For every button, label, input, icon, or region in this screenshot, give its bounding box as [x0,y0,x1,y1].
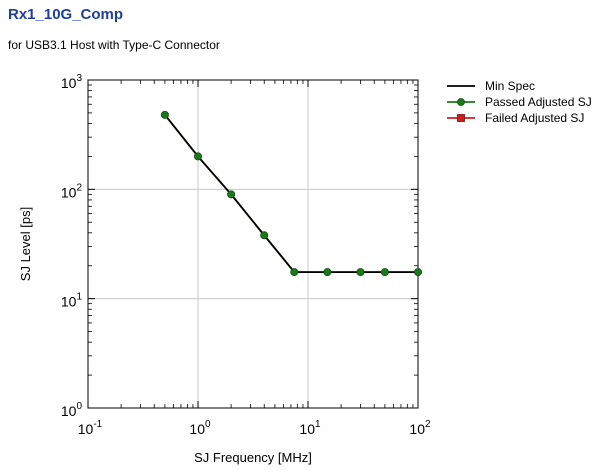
legend-item-passed: Passed Adjusted SJ [445,94,592,110]
series-passed-point [160,110,169,119]
series-passed-point [380,268,389,277]
plot-frame [87,79,419,409]
series-passed-point [290,268,299,277]
chart-legend: Min Spec Passed Adjusted SJ Failed Adjus… [445,78,592,126]
legend-swatch-min-spec [447,85,475,87]
legend-label-passed: Passed Adjusted SJ [485,95,592,109]
series-passed-point [227,190,236,199]
x-tick-label: 101 [299,419,321,437]
x-tick-label: 102 [409,419,431,437]
series-passed-point [413,268,422,277]
chart-title: Rx1_10G_Comp [8,6,124,23]
legend-item-failed: Failed Adjusted SJ [445,110,592,126]
x-tick-label: 10-1 [78,419,103,437]
legend-item-min-spec: Min Spec [445,78,592,94]
x-tick-label: 100 [189,419,211,437]
y-tick-label: 100 [61,401,83,419]
legend-label-failed: Failed Adjusted SJ [485,111,585,125]
series-passed-line [164,114,418,273]
x-axis-label: SJ Frequency [MHz] [194,450,312,465]
chart-subtitle: for USB3.1 Host with Type-C Connector [8,38,220,52]
legend-swatch-failed [447,114,475,122]
y-tick-label: 103 [61,73,83,91]
series-passed-point [323,268,332,277]
y-axis-label: SJ Level [ps] [18,207,33,281]
series-passed-point [260,231,269,240]
y-tick-label: 101 [61,292,83,310]
series-passed-point [356,268,365,277]
y-tick-label: 102 [61,182,83,200]
legend-label-min-spec: Min Spec [485,79,536,93]
series-passed-point [193,152,202,161]
series-min-spec-line [164,114,418,273]
legend-swatch-passed [447,98,475,106]
